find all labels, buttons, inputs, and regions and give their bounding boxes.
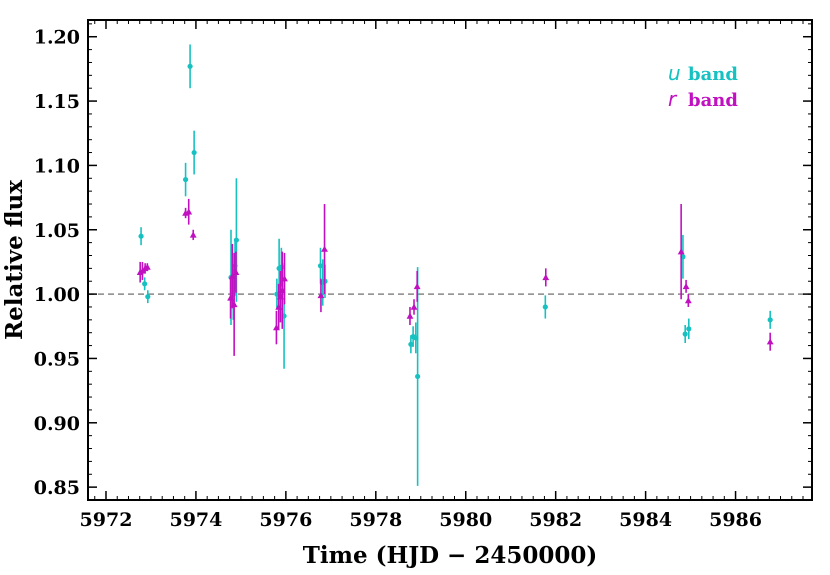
- x-tick-label: 5978: [349, 509, 402, 531]
- data-point: [233, 237, 239, 243]
- legend-entry-r-band: r band: [668, 87, 738, 111]
- legend-r-label: band: [688, 90, 738, 111]
- y-tick-label: 1.00: [34, 284, 80, 306]
- data-point: [542, 273, 550, 281]
- y-tick-label: 1.15: [34, 91, 80, 113]
- x-tick-label: 5976: [259, 509, 312, 531]
- data-point: [317, 263, 324, 269]
- data-point: [406, 312, 414, 319]
- axis-ticks-layer: 5972 5974 5976 5978 5980 5982 5984 5986 0.85 0.90…: [34, 20, 812, 531]
- data-point: [682, 282, 690, 290]
- plot-frame: [87, 19, 813, 501]
- y-tick-label: 1.10: [34, 155, 80, 177]
- data-point: [682, 331, 688, 337]
- data-point: [410, 303, 418, 310]
- x-tick-label: 5974: [169, 509, 222, 531]
- legend-entry-u-band: u band: [668, 61, 738, 85]
- data-point: [415, 373, 421, 380]
- data-point: [230, 300, 238, 308]
- y-tick-label: 1.20: [34, 27, 80, 49]
- y-tick-label: 0.95: [34, 348, 80, 370]
- data-point: [686, 326, 692, 332]
- legend-r-symbol: r: [668, 87, 678, 111]
- data-point: [684, 297, 692, 304]
- y-tick-label: 0.90: [34, 413, 80, 435]
- data-point: [281, 275, 288, 282]
- legend-u-label: band: [688, 64, 738, 85]
- data-point: [191, 149, 197, 156]
- data-point: [542, 304, 548, 310]
- data-point: [189, 231, 197, 238]
- data-point: [138, 233, 144, 239]
- x-tick-label: 5982: [529, 509, 582, 531]
- data-point: [413, 282, 421, 290]
- y-tick-label: 0.85: [34, 477, 80, 499]
- data-point: [230, 291, 236, 297]
- data-point: [766, 338, 774, 345]
- r-band-series: [136, 198, 774, 356]
- data-point: [317, 291, 325, 299]
- y-tick-label: 1.05: [34, 220, 80, 242]
- data-point: [182, 176, 189, 183]
- data-point: [767, 317, 773, 323]
- x-tick-label: 5980: [439, 509, 492, 531]
- legend: u band r band: [668, 61, 738, 111]
- data-point: [142, 281, 148, 287]
- x-tick-label: 5984: [619, 509, 672, 531]
- data-point: [321, 245, 328, 252]
- data-point: [677, 248, 685, 255]
- data-point: [185, 208, 193, 215]
- data-point: [143, 263, 151, 270]
- x-tick-label: 5986: [709, 509, 762, 531]
- data-point: [232, 268, 240, 275]
- data-point: [278, 264, 284, 270]
- data-point: [187, 63, 193, 69]
- data-point: [145, 294, 151, 300]
- x-axis-title: Time (HJD − 2450000): [303, 542, 597, 569]
- y-axis-title: Relative flux: [1, 180, 28, 340]
- data-points-layer: [136, 44, 774, 486]
- x-tick-label: 5972: [80, 509, 133, 531]
- legend-u-symbol: u: [668, 61, 681, 85]
- data-point: [408, 341, 414, 347]
